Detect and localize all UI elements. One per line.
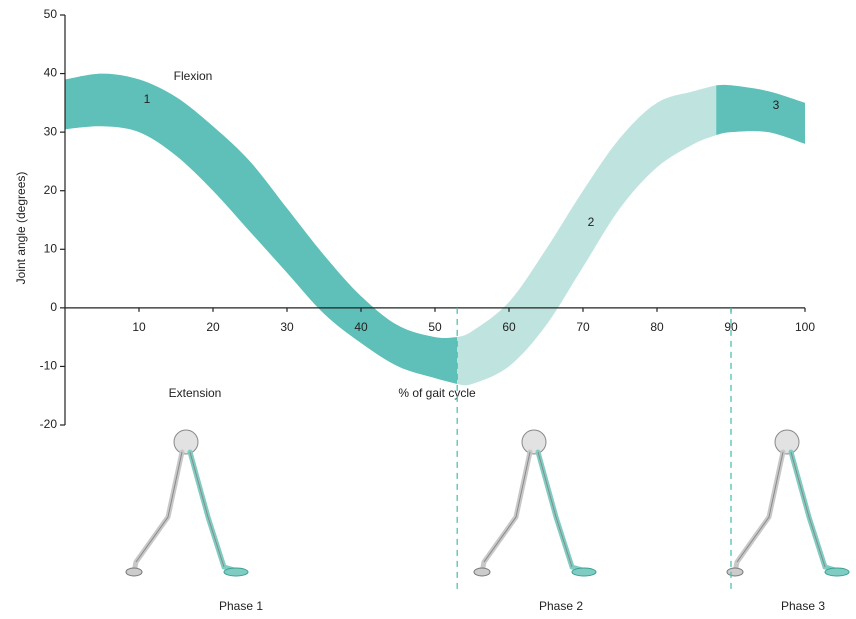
annotation: Flexion [174, 69, 213, 83]
band-area [716, 85, 805, 144]
y-tick-label: 30 [44, 124, 58, 138]
x-tick-label: 20 [206, 320, 220, 334]
x-tick-label: 70 [576, 320, 590, 334]
y-tick-label: -10 [40, 359, 58, 373]
y-tick-label: 20 [44, 183, 58, 197]
skeleton-figure [474, 430, 596, 576]
skeleton-figure [126, 430, 248, 576]
y-tick-label: 0 [50, 300, 57, 314]
x-tick-label: 30 [280, 320, 294, 334]
x-tick-label: 50 [428, 320, 442, 334]
band-area [457, 85, 716, 385]
x-tick-label: 10 [132, 320, 146, 334]
x-tick-label: 60 [502, 320, 516, 334]
y-tick-label: 50 [44, 7, 58, 21]
phase-label: Phase 1 [219, 599, 263, 613]
phase-label: Phase 2 [539, 599, 583, 613]
x-axis-title: % of gait cycle [398, 386, 476, 400]
y-tick-label: 40 [44, 66, 58, 80]
chart: Joint angle (degrees) % of gait cycle Fl… [0, 0, 856, 619]
band-area [65, 74, 457, 384]
x-tick-label: 100 [795, 320, 815, 334]
annotation: Extension [169, 386, 222, 400]
band-label: 2 [588, 215, 595, 229]
phase-label: Phase 3 [781, 599, 825, 613]
band-label: 1 [144, 92, 151, 106]
y-axis-title: Joint angle (degrees) [14, 172, 28, 285]
skeleton-figure [727, 430, 849, 576]
y-tick-label: -20 [40, 417, 58, 431]
x-tick-label: 40 [354, 320, 368, 334]
band-label: 3 [773, 98, 780, 112]
x-tick-label: 80 [650, 320, 664, 334]
y-tick-label: 10 [44, 241, 58, 255]
